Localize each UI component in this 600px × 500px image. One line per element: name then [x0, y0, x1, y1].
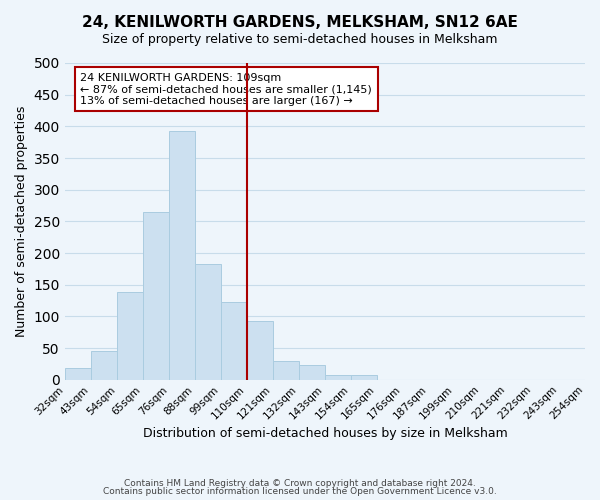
Bar: [91, 350, 117, 380]
Bar: [221, 302, 247, 380]
Text: Contains public sector information licensed under the Open Government Licence v3: Contains public sector information licen…: [103, 487, 497, 496]
Y-axis label: Number of semi-detached properties: Number of semi-detached properties: [15, 106, 28, 337]
Bar: [65, 368, 91, 380]
Bar: [351, 374, 377, 380]
Bar: [247, 322, 273, 380]
Bar: [143, 212, 169, 380]
Text: Contains HM Land Registry data © Crown copyright and database right 2024.: Contains HM Land Registry data © Crown c…: [124, 478, 476, 488]
Bar: [299, 364, 325, 380]
X-axis label: Distribution of semi-detached houses by size in Melksham: Distribution of semi-detached houses by …: [143, 427, 507, 440]
Bar: [325, 376, 351, 380]
Bar: [117, 292, 143, 380]
Bar: [169, 132, 195, 380]
Text: 24 KENILWORTH GARDENS: 109sqm
← 87% of semi-detached houses are smaller (1,145)
: 24 KENILWORTH GARDENS: 109sqm ← 87% of s…: [80, 72, 372, 106]
Text: 24, KENILWORTH GARDENS, MELKSHAM, SN12 6AE: 24, KENILWORTH GARDENS, MELKSHAM, SN12 6…: [82, 15, 518, 30]
Bar: [273, 362, 299, 380]
Bar: [195, 264, 221, 380]
Text: Size of property relative to semi-detached houses in Melksham: Size of property relative to semi-detach…: [102, 32, 498, 46]
